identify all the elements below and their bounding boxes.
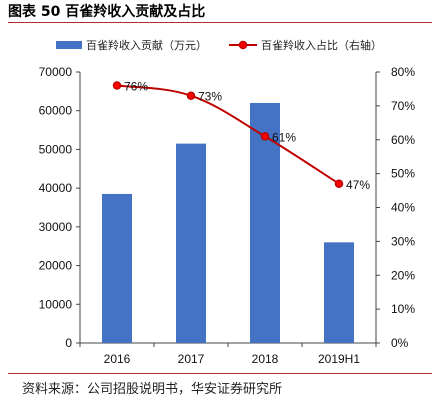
- point-label: 61%: [272, 130, 296, 144]
- bar-series: [102, 102, 354, 343]
- y-left-tick-label: 30000: [39, 220, 73, 234]
- line-point: [260, 132, 270, 141]
- chart-legend: 百雀羚收入贡献（万元） 百雀羚收入占比（右轴）: [56, 38, 382, 52]
- x-tick-label: 2019H1: [318, 352, 360, 366]
- y-right-tick-label: 20%: [391, 268, 415, 282]
- y-left-tick-label: 70000: [39, 65, 73, 79]
- point-label: 76%: [124, 80, 148, 94]
- y-right-tick-label: 10%: [391, 302, 415, 316]
- legend-bar-label: 百雀羚收入贡献（万元）: [86, 38, 207, 52]
- x-tick-label: 2016: [104, 352, 131, 366]
- line-point: [112, 81, 122, 90]
- bar: [102, 193, 132, 343]
- y-left-tick-label: 10000: [39, 297, 73, 311]
- y-left-tick-label: 20000: [39, 259, 73, 273]
- y-right-tick-label: 40%: [391, 201, 415, 215]
- source-rule: [8, 373, 432, 374]
- line-series: 76% 73% 61% 47%: [112, 80, 370, 192]
- y-right-tick-label: 60%: [391, 133, 415, 147]
- y-left-tick-label: 50000: [39, 142, 73, 156]
- legend-bar-swatch: [56, 41, 82, 49]
- y-right-tick-label: 0%: [391, 336, 409, 350]
- source-note: 资料来源：公司招股说明书，华安证券研究所: [22, 382, 283, 397]
- combo-chart: 百雀羚收入贡献（万元） 百雀羚收入占比（右轴） 0 10000 20000 30000…: [39, 38, 416, 366]
- bar: [324, 242, 354, 343]
- y-left-tick-label: 0: [65, 336, 72, 350]
- chart-axes: 0 10000 20000 30000 40000 50000 60000 70000 0% 10…: [39, 65, 416, 366]
- point-label: 73%: [198, 90, 222, 104]
- line-point: [186, 91, 196, 100]
- legend-line-label: 百雀羚收入占比（右轴）: [261, 38, 382, 52]
- y-right-tick-label: 70%: [391, 99, 415, 113]
- x-tick-label: 2017: [178, 352, 205, 366]
- bar: [176, 143, 206, 343]
- line-point: [334, 179, 344, 189]
- y-right-tick-label: 50%: [391, 167, 415, 181]
- y-right-tick-label: 30%: [391, 234, 415, 248]
- y-right-tick-label: 80%: [391, 65, 415, 79]
- y-left-tick-label: 40000: [39, 181, 73, 195]
- point-label: 47%: [346, 178, 370, 192]
- title-rule: [8, 22, 432, 23]
- share-line: [116, 84, 340, 185]
- y-left-tick-label: 60000: [39, 104, 73, 118]
- figure-title: 图表 50 百雀羚收入贡献及占比: [8, 4, 206, 20]
- legend-line-marker: [238, 40, 248, 50]
- x-tick-label: 2018: [252, 352, 279, 366]
